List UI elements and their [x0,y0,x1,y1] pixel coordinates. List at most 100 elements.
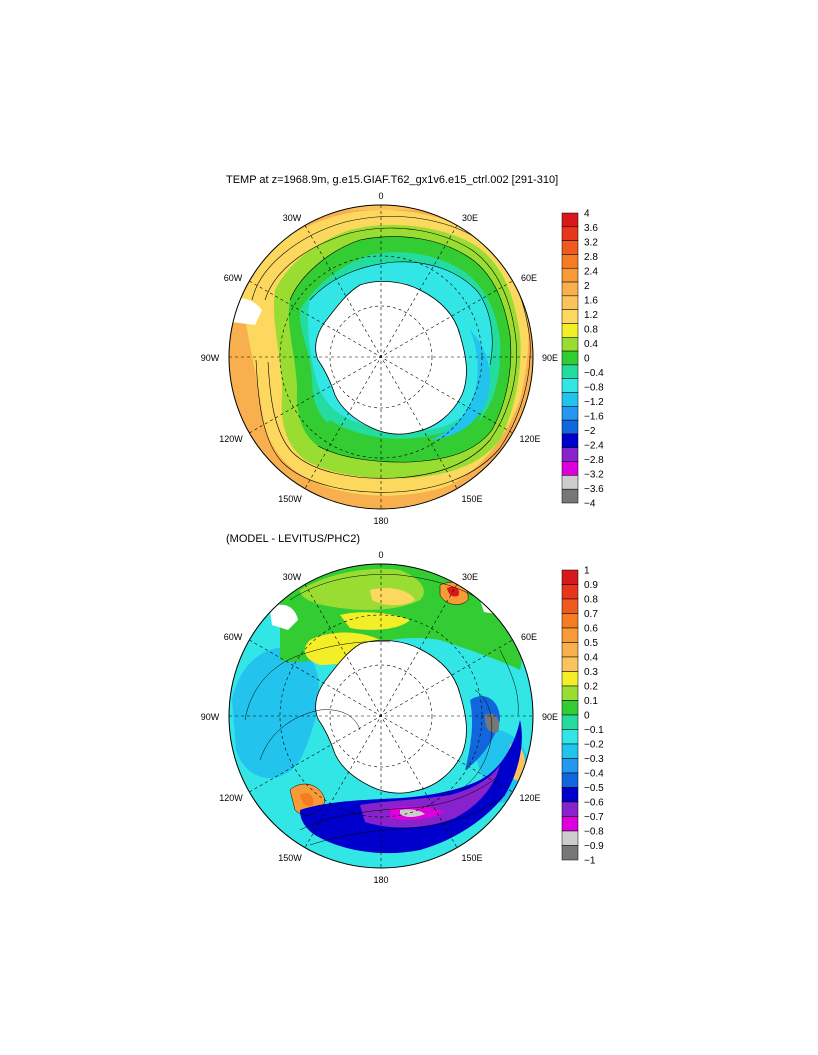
colorbar-label: −1.2 [584,397,604,408]
panel2-lon-label: 180 [373,875,388,885]
panel2-lon-label: 90W [201,712,220,722]
panel1-lon-label: 30E [462,213,478,223]
colorbar-swatch [561,309,579,324]
colorbar-label: 2.4 [584,267,598,278]
panel1-lon-label: 60E [521,273,537,283]
colorbar-swatch [561,613,579,629]
colorbar-label: −2.4 [584,441,604,452]
colorbar-label: 0.4 [584,653,598,664]
colorbar-label: 4 [584,209,590,220]
panel1-lon-labels: 0 30E 60E 90E 120E 150E 180 150W 120W 90… [201,191,558,526]
colorbar-swatch [561,392,579,407]
colorbar-label: −2 [584,426,596,437]
panel2-lon-label: 150E [461,853,482,863]
colorbar-swatch [561,281,579,297]
colorbar-label: 1.6 [584,296,598,307]
colorbar-swatch [561,323,579,338]
colorbar-swatch [561,816,579,832]
colorbar-swatch [561,364,579,379]
panel2-lon-label: 0 [378,550,383,560]
colorbar-swatch [561,461,579,476]
colorbar-swatch [561,240,579,255]
colorbar-label: −0.7 [584,812,604,823]
colorbar-label: −3.2 [584,470,604,481]
colorbar-swatch [561,350,579,366]
colorbar-label: 3.6 [584,223,598,234]
panel2-lon-label: 90E [542,712,558,722]
colorbar-swatch [561,433,579,449]
colorbar-swatch [561,569,579,585]
panel1-map [228,204,534,510]
colorbar-swatch [561,254,579,269]
colorbar-label: 0.3 [584,667,598,678]
colorbar-swatch [561,475,579,490]
colorbar-swatch [561,584,579,600]
colorbar-label: 0.8 [584,325,598,336]
colorbar-swatch [561,267,579,283]
colorbar-swatch [561,714,579,730]
colorbar-label: −0.8 [584,827,604,838]
colorbar-swatch [561,419,579,435]
colorbar-swatch [561,743,579,759]
panel1-lon-label: 180 [373,516,388,526]
colorbar-label: 0.8 [584,595,598,606]
colorbar-swatch [561,656,579,672]
colorbar-swatch [561,700,579,716]
colorbar-label: −1.6 [584,412,604,423]
panel1-lon-label: 90W [201,353,220,363]
colorbar-label: −0.8 [584,383,604,394]
colorbar-swatch [561,787,579,803]
colorbar-label: −4 [584,499,596,510]
colorbar-label: 0.6 [584,624,598,635]
colorbar-label: −0.4 [584,769,604,780]
colorbar-label: 0.5 [584,638,598,649]
panel2-antarctica [315,639,467,794]
colorbar-label: −0.5 [584,783,604,794]
colorbar-swatch [561,488,579,504]
panel2-title: (MODEL - LEVITUS/PHC2) [226,533,360,545]
colorbar-label: 1.2 [584,310,598,321]
panel1-lon-label: 150W [278,494,302,504]
colorbar-swatch [561,830,579,846]
panel1-lon-label: 150E [461,494,482,504]
colorbar-swatch [561,447,579,462]
colorbar-label: 3.2 [584,238,598,249]
colorbar-swatch [561,758,579,774]
colorbar-label: −0.6 [584,798,604,809]
colorbar-swatch [561,671,579,687]
panel1-lon-label: 90E [542,353,558,363]
colorbar-swatch [561,598,579,614]
panel1-lon-label: 30W [283,213,302,223]
colorbar-swatch [561,685,579,701]
colorbar-swatch [561,772,579,788]
panel2-lon-label: 120W [219,793,243,803]
panel2-lon-labels: 0 30E 60E 90E 120E 150E 180 150W 120W 90… [201,550,558,885]
colorbar-swatch [561,729,579,745]
panel2-lon-label: 120E [519,793,540,803]
colorbar-label: −1 [584,856,596,867]
colorbar-label: 0.9 [584,580,598,591]
panel2-colorbar: 1 0.9 0.8 0.7 0.6 0.5 0.4 0.3 0.2 0.1 0 −0.1 −0.2 −0.… [561,566,604,867]
colorbar-label: −2.8 [584,455,604,466]
colorbar-swatch [561,337,579,352]
colorbar-swatch [561,845,579,861]
panel2-lon-label: 30W [283,572,302,582]
panel1-colorbar: 4 3.6 3.2 2.8 2.4 2 1.6 1.2 0.8 0.4 0 −0.4 −0.8 −1.2 −… [561,209,604,510]
colorbar-label: 0 [584,354,590,365]
colorbar-label: −0.1 [584,725,604,736]
colorbar-swatch [561,627,579,643]
panel1-lon-label: 120E [519,434,540,444]
colorbar-label: −0.9 [584,841,604,852]
colorbar-swatch [561,642,579,658]
colorbar-label: 2.8 [584,252,598,263]
panel1-lon-label: 120W [219,434,243,444]
colorbar-swatch [561,406,579,421]
panel2-map [228,563,534,869]
colorbar-swatch [561,212,579,228]
panel1-lon-label: 60W [224,273,243,283]
panel1-title: TEMP at z=1968.9m, g.e15.GIAF.T62_gx1v6.… [226,174,558,186]
colorbar-label: −3.6 [584,484,604,495]
colorbar-label: 2 [584,281,590,292]
panel2-lon-label: 30E [462,572,478,582]
